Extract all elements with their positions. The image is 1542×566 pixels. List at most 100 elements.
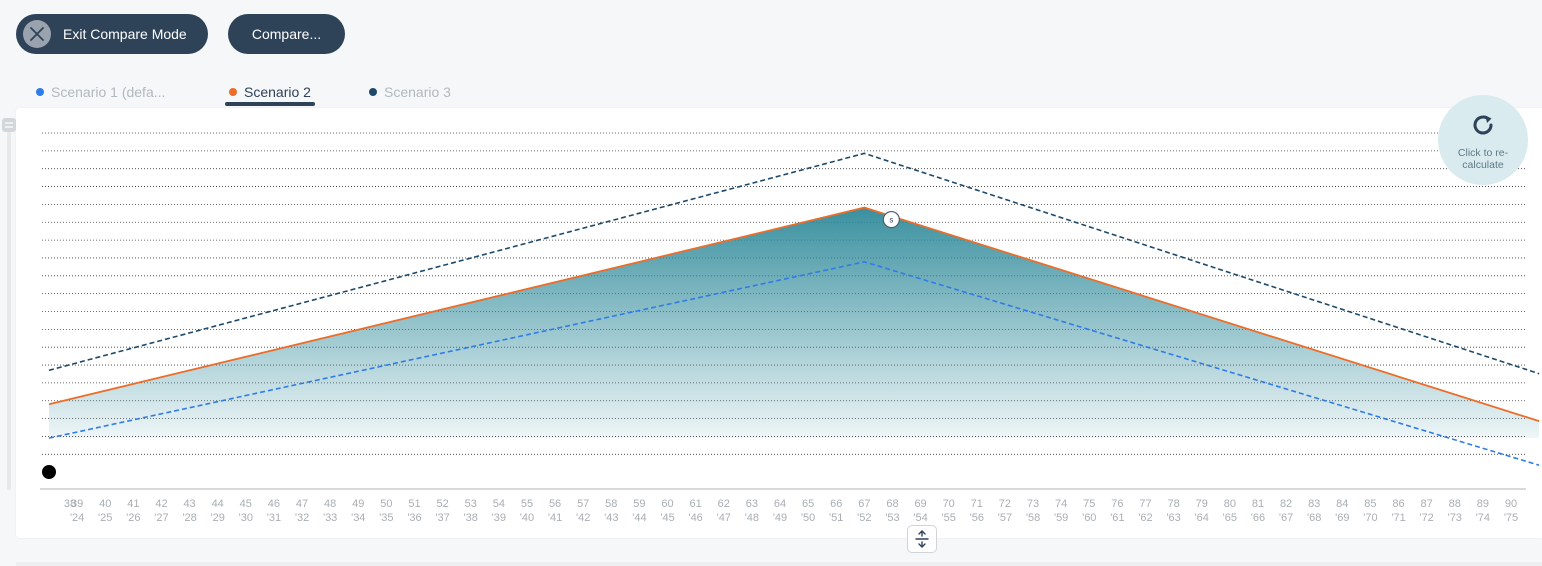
resize-vertical-icon [915, 530, 929, 548]
chart-resize-handle[interactable] [907, 525, 937, 553]
x-tick-age: 84 [1336, 498, 1348, 510]
x-tick-age: 82 [1280, 498, 1292, 510]
x-tick-year: '25 [98, 512, 112, 524]
x-tick-age: 71 [971, 498, 983, 510]
scenario-2-dot-icon [229, 88, 237, 96]
x-tick-age: 87 [1421, 498, 1433, 510]
x-tick-year: '42 [576, 512, 590, 524]
bottom-panel-edge [16, 562, 1542, 566]
scenario-2-line [48, 206, 1540, 423]
x-tick-year: '56 [970, 512, 984, 524]
x-tick-year: '71 [1391, 512, 1405, 524]
x-tick-year: '36 [407, 512, 421, 524]
x-tick-year: '39 [492, 512, 506, 524]
x-tick-year: '52 [857, 512, 871, 524]
x-tick-age: 85 [1364, 498, 1376, 510]
x-tick-year: '75 [1504, 512, 1518, 524]
x-tick-year: '45 [660, 512, 674, 524]
x-tick-year: '37 [435, 512, 449, 524]
x-tick-age: 50 [380, 498, 392, 510]
x-tick-age: 90 [1505, 498, 1517, 510]
x-tick-age: 60 [661, 498, 673, 510]
x-tick-age: 43 [183, 498, 195, 510]
x-tick-age: 53 [465, 498, 477, 510]
x-tick-year: '47 [717, 512, 731, 524]
x-tick-age: 42 [155, 498, 167, 510]
compare-label: Compare... [251, 26, 322, 42]
x-tick-year: '72 [1419, 512, 1433, 524]
x-tick-age: 44 [212, 498, 224, 510]
x-tick-year: '41 [548, 512, 562, 524]
x-tick-age: 86 [1392, 498, 1404, 510]
x-tick-age: 59 [633, 498, 645, 510]
x-tick-year: '74 [1476, 512, 1490, 524]
x-tick-year: '49 [773, 512, 787, 524]
scenario-3-line [48, 152, 1540, 375]
x-tick-age: 58 [605, 498, 617, 510]
x-tick-year: '44 [632, 512, 646, 524]
x-tick-year: '62 [1138, 512, 1152, 524]
refresh-icon [1468, 110, 1498, 145]
x-tick-age: 39 [71, 498, 83, 510]
tab-scenario-3[interactable]: Scenario 3 [369, 80, 451, 104]
peak-marker-circle [882, 210, 900, 229]
x-tick-age: 69 [914, 498, 926, 510]
x-tick-age: 66 [830, 498, 842, 510]
x-tick-year: '66 [1251, 512, 1265, 524]
x-tick-age: 63 [746, 498, 758, 510]
tab-scenario-1[interactable]: Scenario 1 (defa... [36, 80, 165, 104]
x-tick-year: '73 [1448, 512, 1462, 524]
x-tick-year: '50 [801, 512, 815, 524]
x-tick-year: '54 [913, 512, 927, 524]
x-tick-age: 47 [296, 498, 308, 510]
x-tick-age: 65 [802, 498, 814, 510]
x-tick-year: '59 [1054, 512, 1068, 524]
grip-icon [5, 122, 13, 128]
tab-scenario-3-label: Scenario 3 [384, 84, 451, 100]
x-tick-year: '57 [998, 512, 1012, 524]
x-tick-year: '28 [182, 512, 196, 524]
x-tick-year: '64 [1195, 512, 1209, 524]
x-tick-age: 72 [999, 498, 1011, 510]
x-tick-age: 49 [352, 498, 364, 510]
scenario-tabs: Scenario 1 (defa... Scenario 2 Scenario … [20, 80, 520, 108]
x-tick-age: 40 [99, 498, 111, 510]
x-tick-year: '68 [1307, 512, 1321, 524]
x-tick-age: 54 [493, 498, 505, 510]
x-tick-age: 48 [324, 498, 336, 510]
exit-compare-mode-button[interactable]: Exit Compare Mode [16, 14, 208, 54]
start-point-marker[interactable] [42, 465, 56, 479]
vertical-scroll-track[interactable] [7, 118, 11, 490]
x-tick-age: 61 [690, 498, 702, 510]
x-tick-age: 70 [943, 498, 955, 510]
x-tick-year: '53 [885, 512, 899, 524]
compare-button[interactable]: Compare... [228, 14, 345, 54]
x-tick-age: 46 [268, 498, 280, 510]
x-tick-year: '40 [520, 512, 534, 524]
x-tick-age: 68 [886, 498, 898, 510]
x-tick-year: '60 [1082, 512, 1096, 524]
active-tab-indicator [225, 102, 315, 106]
x-tick-age: 56 [549, 498, 561, 510]
x-tick-year: '61 [1110, 512, 1124, 524]
x-tick-year: '69 [1335, 512, 1349, 524]
exit-compare-mode-label: Exit Compare Mode [63, 26, 187, 42]
x-tick-year: '35 [379, 512, 393, 524]
x-tick-age: 52 [436, 498, 448, 510]
x-tick-age: 81 [1252, 498, 1264, 510]
peak-marker[interactable]: s [882, 210, 900, 229]
x-tick-year: '58 [1026, 512, 1040, 524]
x-tick-year: '65 [1223, 512, 1237, 524]
x-tick-age: 51 [408, 498, 420, 510]
x-tick-year: '63 [1166, 512, 1180, 524]
vertical-scroll-handle[interactable] [2, 118, 16, 132]
tab-scenario-2[interactable]: Scenario 2 [229, 80, 311, 104]
peak-marker-label: s [889, 216, 893, 225]
recalculate-button[interactable]: Click to re-calculate [1438, 95, 1528, 185]
x-tick-year: '34 [351, 512, 365, 524]
scenario-3-dot-icon [369, 88, 377, 96]
x-tick-year: '30 [239, 512, 253, 524]
x-tick-year: '31 [267, 512, 281, 524]
x-tick-age: 38 [64, 498, 76, 510]
